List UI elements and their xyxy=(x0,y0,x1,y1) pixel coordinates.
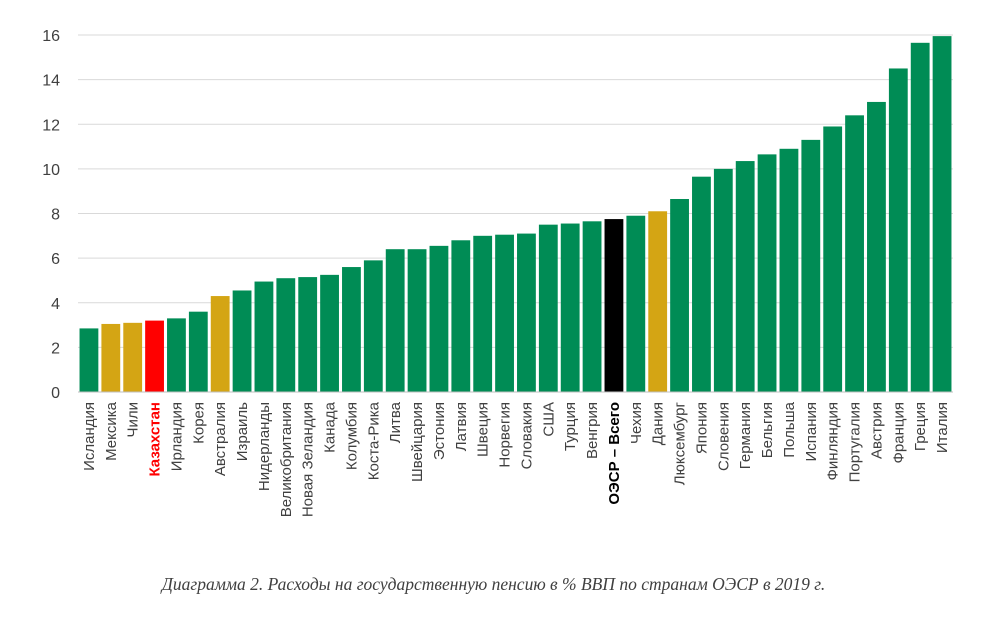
bar xyxy=(342,267,361,392)
bar xyxy=(670,198,689,392)
x-tick-label: Дания xyxy=(650,402,667,445)
bar xyxy=(451,240,471,392)
bar xyxy=(713,168,733,392)
bar xyxy=(254,281,274,392)
bar xyxy=(167,318,186,392)
x-tick-label: Казахстан xyxy=(147,402,164,477)
x-tick-label: Чехия xyxy=(628,402,645,444)
x-tick-label: Чили xyxy=(125,402,142,438)
bar-chart: 0 2 4 6 8 10 12 14 16 Исландия Мексика Чили Казахст… xyxy=(42,28,953,517)
x-tick-label: Португалия xyxy=(847,402,864,482)
bar xyxy=(538,224,558,392)
x-tick-label: Великобритания xyxy=(278,402,295,517)
bar xyxy=(823,126,843,392)
bar xyxy=(801,139,821,392)
y-axis-ticks: 0 2 4 6 8 10 12 14 16 xyxy=(42,28,60,402)
bar xyxy=(429,245,449,392)
bar xyxy=(867,101,886,392)
x-tick-label: Новая Зеландия xyxy=(300,402,317,517)
x-tick-label: Мексика xyxy=(103,401,120,461)
x-tick-label: Австралия xyxy=(212,402,229,476)
bar xyxy=(845,115,864,392)
x-tick-label: Бельгия xyxy=(759,402,776,458)
x-tick-label: Эстония xyxy=(431,402,448,460)
x-tick-label: Корея xyxy=(190,402,207,444)
x-tick-label: США xyxy=(540,402,557,437)
bar xyxy=(210,296,230,392)
x-tick-label: Турция xyxy=(562,402,579,451)
x-tick-label: Швейцария xyxy=(409,402,426,482)
x-tick-label: Франция xyxy=(890,402,907,463)
x-tick-label: Италия xyxy=(934,402,951,453)
y-tick-label: 16 xyxy=(42,28,60,45)
x-tick-label: Испания xyxy=(803,402,820,462)
x-tick-label: Коста-Рика xyxy=(365,401,382,480)
x-tick-label: Греция xyxy=(912,402,929,451)
y-tick-label: 4 xyxy=(51,296,60,313)
x-tick-label: Колумбия xyxy=(343,402,360,470)
chart-caption: Диаграмма 2. Расходы на государственную … xyxy=(161,574,826,594)
x-tick-label: Исландия xyxy=(81,402,98,471)
bar xyxy=(101,323,121,392)
y-tick-label: 10 xyxy=(42,162,60,179)
bar xyxy=(735,161,755,392)
bar xyxy=(298,277,318,392)
bar xyxy=(232,290,252,392)
bar xyxy=(188,311,208,392)
bar xyxy=(932,36,952,392)
y-tick-label: 2 xyxy=(51,340,60,357)
bar xyxy=(363,260,383,392)
y-tick-label: 8 xyxy=(51,207,60,224)
bar xyxy=(626,215,646,392)
x-tick-label: Швеция xyxy=(475,402,492,457)
bar xyxy=(407,249,427,392)
gridlines xyxy=(78,34,953,348)
y-tick-label: 14 xyxy=(42,73,60,90)
x-tick-label: Литва xyxy=(387,401,404,443)
x-tick-label: Израиль xyxy=(234,402,251,461)
x-tick-label: Канада xyxy=(322,401,339,452)
bar xyxy=(276,278,296,392)
x-tick-label: Австрия xyxy=(868,402,885,459)
bar xyxy=(79,328,99,392)
bar xyxy=(517,233,536,392)
bar xyxy=(123,322,143,392)
x-tick-label: ОЭСР – Всего xyxy=(606,402,623,505)
bars xyxy=(79,36,952,392)
y-tick-label: 12 xyxy=(42,117,60,134)
x-tick-label: Люксембург xyxy=(672,401,689,485)
bar xyxy=(385,249,405,392)
y-tick-label: 0 xyxy=(51,385,60,402)
x-tick-label: Германия xyxy=(737,402,754,469)
x-tick-label: Латвия xyxy=(453,402,470,451)
x-tick-label: Словакия xyxy=(518,402,535,469)
x-tick-label: Япония xyxy=(693,402,710,454)
bar xyxy=(779,148,799,392)
bar xyxy=(757,154,777,392)
x-tick-label: Норвегия xyxy=(497,402,514,468)
bar xyxy=(473,235,493,392)
bar xyxy=(560,223,580,392)
x-axis-labels: Исландия Мексика Чили Казахстан Ирландия Коре… xyxy=(81,401,951,517)
bar xyxy=(910,42,930,392)
bar xyxy=(604,219,624,392)
x-tick-label: Венгрия xyxy=(584,402,601,459)
x-tick-label: Польша xyxy=(781,401,798,457)
bar xyxy=(320,274,339,392)
x-tick-label: Ирландия xyxy=(168,402,185,471)
bar xyxy=(582,221,602,392)
x-tick-label: Словения xyxy=(715,402,732,471)
bar xyxy=(145,320,164,392)
bar xyxy=(648,211,668,392)
bar xyxy=(692,176,711,392)
bar xyxy=(495,234,514,392)
y-tick-label: 6 xyxy=(51,251,60,268)
x-tick-label: Нидерланды xyxy=(256,402,273,491)
x-tick-label: Финляндия xyxy=(825,402,842,480)
bar xyxy=(888,68,908,392)
